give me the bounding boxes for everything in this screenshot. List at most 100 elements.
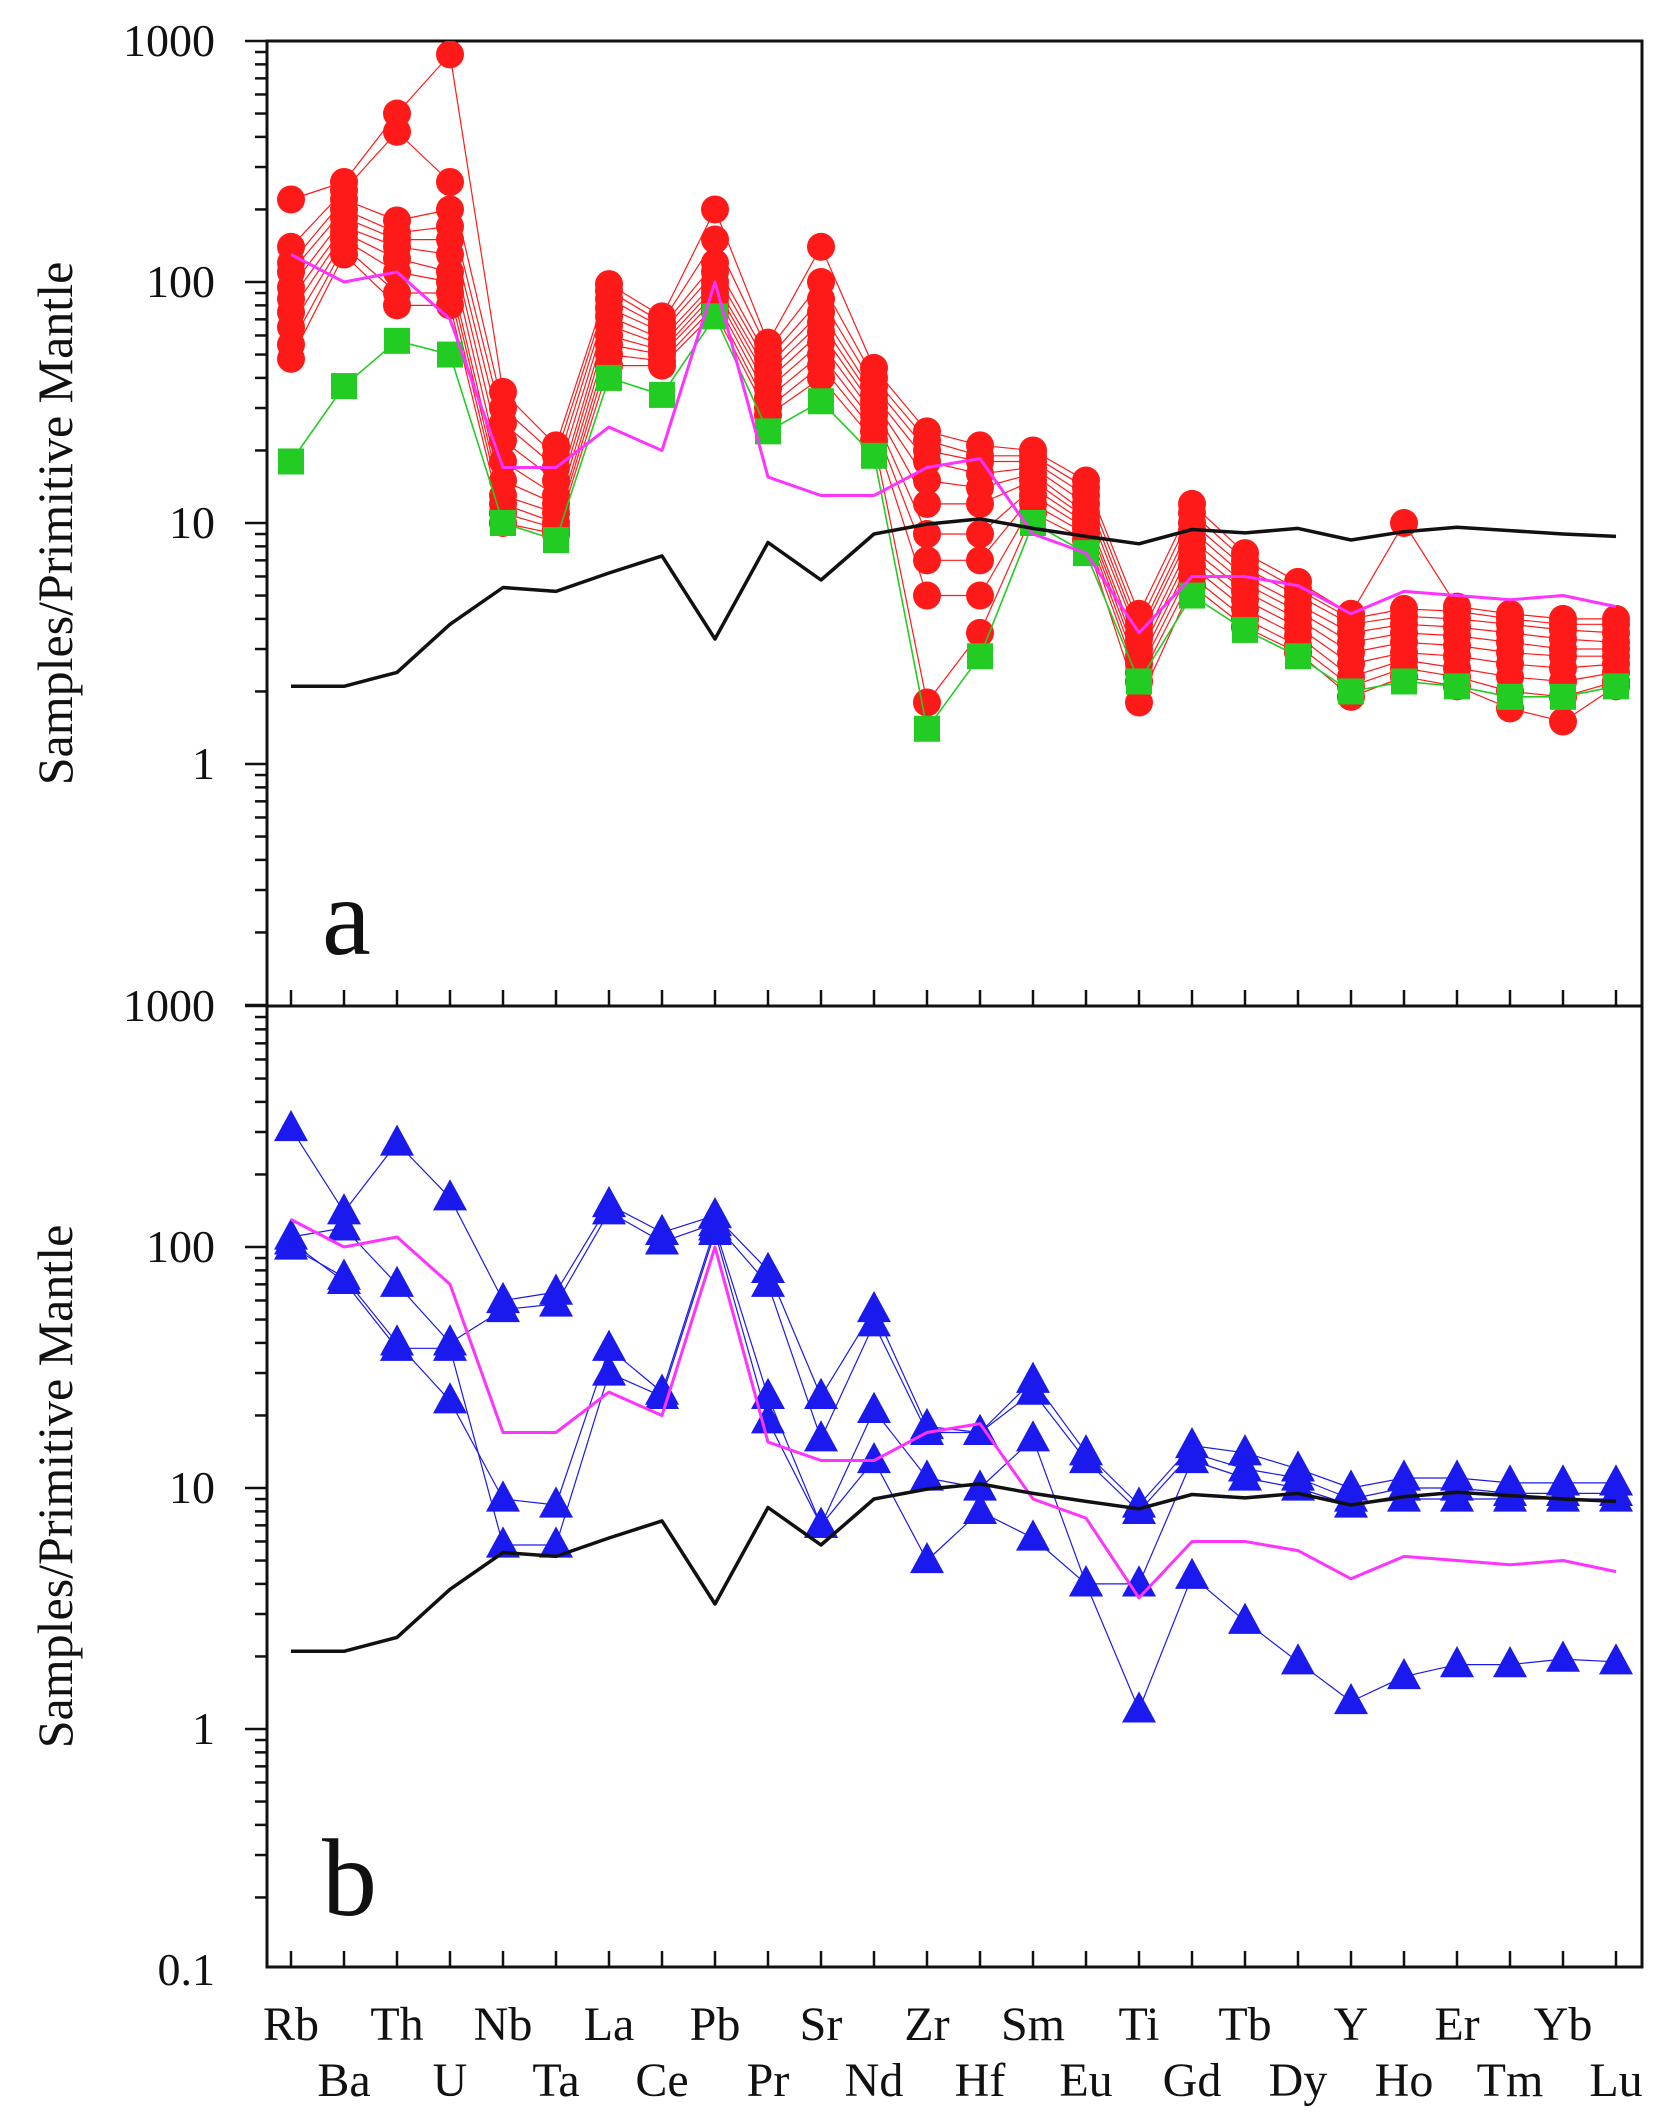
data-point xyxy=(384,327,410,354)
x-tick-label: Ti xyxy=(1119,1998,1160,2051)
data-point xyxy=(701,225,729,254)
data-point xyxy=(1338,678,1364,705)
series-line xyxy=(290,1211,1616,1513)
data-point xyxy=(1285,643,1311,670)
data-point xyxy=(1175,1557,1209,1589)
plot-frame-a xyxy=(265,39,1644,1008)
data-point xyxy=(1122,1691,1156,1723)
data-point xyxy=(807,363,835,392)
data-point xyxy=(436,291,464,320)
data-point xyxy=(539,1526,573,1558)
data-point xyxy=(1228,1434,1262,1466)
x-tick-label: Nb xyxy=(474,1998,533,2051)
data-point xyxy=(1069,1565,1103,1597)
data-point xyxy=(966,546,994,575)
data-point xyxy=(645,1377,679,1409)
x-tick-label: Yb xyxy=(1534,1998,1593,2051)
data-point xyxy=(486,1480,520,1512)
data-point xyxy=(751,1265,785,1297)
data-point xyxy=(1440,1480,1474,1512)
data-point xyxy=(1281,1643,1315,1675)
series-line xyxy=(290,1218,1617,1600)
series-line xyxy=(290,198,1617,634)
data-point xyxy=(857,1391,891,1423)
data-point xyxy=(1440,1646,1474,1678)
data-point xyxy=(1444,673,1470,700)
data-point xyxy=(913,581,941,610)
x-tick-label: Ta xyxy=(532,2054,579,2107)
data-point xyxy=(1550,683,1576,710)
x-tick-label: La xyxy=(584,1998,635,2051)
data-point xyxy=(327,1209,361,1241)
data-point xyxy=(1334,1486,1368,1518)
data-point xyxy=(592,1193,626,1225)
data-point xyxy=(331,373,357,400)
x-tick-label: Pr xyxy=(747,2054,790,2107)
data-point xyxy=(490,510,516,536)
x-tick-label: Ho xyxy=(1375,2054,1434,2107)
x-tick-label: Th xyxy=(370,1998,423,2051)
data-point xyxy=(433,1329,467,1361)
data-point xyxy=(1334,1682,1368,1715)
data-point xyxy=(804,1420,838,1452)
data-point xyxy=(857,1441,891,1474)
panel-letter: b xyxy=(322,1817,377,1939)
data-point xyxy=(913,489,941,518)
data-point xyxy=(967,643,993,670)
data-point xyxy=(804,1506,838,1538)
data-point xyxy=(913,546,941,575)
data-point xyxy=(436,167,464,196)
data-point xyxy=(1126,668,1152,695)
data-point xyxy=(1493,1646,1527,1678)
data-point xyxy=(1228,1459,1262,1491)
x-tick-label: Sm xyxy=(1001,1998,1065,2051)
data-point xyxy=(596,364,622,391)
data-point xyxy=(913,688,941,717)
data-point xyxy=(433,1382,467,1414)
data-point xyxy=(1016,1373,1050,1405)
data-point xyxy=(649,381,675,408)
series-line xyxy=(290,253,1617,635)
x-tick-label: Tm xyxy=(1477,2054,1544,2107)
data-point xyxy=(1016,1420,1050,1452)
y-tick-label: 100 xyxy=(146,1221,215,1272)
data-point xyxy=(808,388,834,415)
x-tick-label: Gd xyxy=(1163,2054,1222,2107)
y-tick-label: 0.1 xyxy=(158,1944,216,1995)
data-point xyxy=(910,1459,944,1491)
y-axis-label: Samples/Primitive Mantle xyxy=(27,262,83,786)
x-tick-label: Dy xyxy=(1269,2054,1328,2107)
data-point xyxy=(966,581,994,610)
x-tick-label: Sr xyxy=(800,1998,843,2051)
data-point xyxy=(274,1109,308,1142)
data-point xyxy=(1546,1480,1580,1512)
data-point xyxy=(277,185,305,214)
data-point xyxy=(807,232,835,261)
y-tick-label: 100 xyxy=(146,256,215,307)
y-tick-label: 1 xyxy=(192,738,215,789)
data-point xyxy=(380,1265,414,1297)
data-point xyxy=(1069,1441,1103,1474)
data-point xyxy=(1549,707,1577,736)
data-point xyxy=(383,291,411,320)
y-tick-label: 1000 xyxy=(123,980,215,1031)
data-point xyxy=(914,715,940,742)
data-point xyxy=(701,195,729,224)
data-point xyxy=(963,1492,997,1524)
data-point xyxy=(1387,1657,1421,1690)
data-point xyxy=(274,1223,308,1255)
data-point xyxy=(751,1377,785,1409)
data-point xyxy=(327,1262,361,1294)
data-point xyxy=(1497,683,1523,710)
panel-a: 1000 100 10 1 Samples/Primitive Mantle a xyxy=(27,15,1644,1008)
x-tick-label: Rb xyxy=(263,1998,319,2051)
data-point xyxy=(330,240,358,269)
x-tick-label: Y xyxy=(1334,1998,1369,2051)
y-tick-label: 1000 xyxy=(123,15,215,66)
data-point xyxy=(1016,1519,1050,1551)
data-point xyxy=(380,1124,414,1156)
panel-b: 1000 100 10 1 0.1 Samples/Primitive Mantle b Rb… xyxy=(27,980,1644,2107)
panel-letter: a xyxy=(322,856,371,978)
y-tick-label: 10 xyxy=(169,1462,215,1513)
series-line xyxy=(291,517,1617,689)
